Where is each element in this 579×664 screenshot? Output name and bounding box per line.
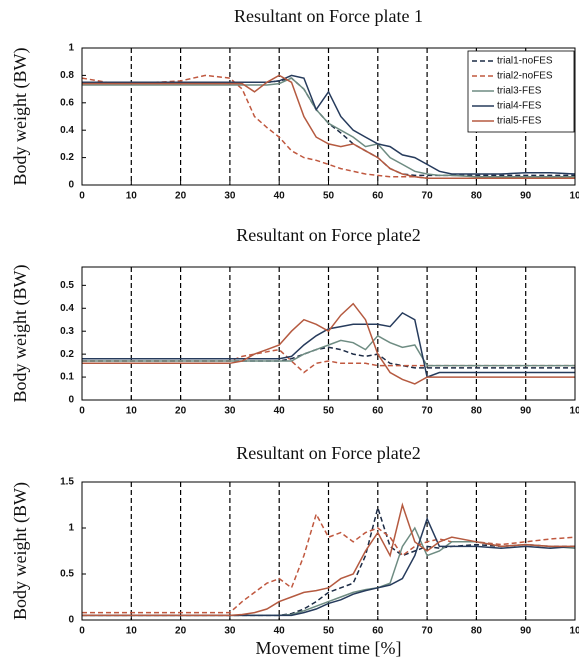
x-tick-label: 20: [175, 191, 187, 202]
x-tick-label: 90: [520, 406, 532, 417]
chart-title: Resultant on Force plate 1: [234, 6, 423, 26]
x-tick-label: 0: [79, 406, 85, 417]
plot-frame: [81, 47, 576, 186]
x-tick-label: 70: [422, 626, 434, 637]
x-tick-label: 70: [422, 406, 434, 417]
y-tick-label: 0.4: [60, 303, 74, 314]
x-tick-label: 80: [471, 626, 483, 637]
y-tick-label: 0.4: [60, 125, 74, 136]
y-tick-label: 0.6: [60, 97, 74, 108]
y-tick-label: 1.5: [60, 477, 74, 488]
x-tick-label: 10: [126, 626, 138, 637]
plot-frame: [81, 481, 576, 621]
y-tick-label: 0.3: [60, 326, 74, 337]
legend-label: trial2-noFES: [497, 71, 553, 82]
y-tick-label: 0: [68, 615, 74, 626]
legend-label: trial3-FES: [497, 86, 542, 97]
x-tick-label: 90: [520, 191, 532, 202]
y-axis-label: Body weight (BW): [10, 48, 31, 186]
x-tick-label: 40: [274, 406, 286, 417]
x-tick-label: 10: [569, 626, 579, 637]
y-tick-label: 1: [68, 43, 74, 54]
y-axis-label: Body weight (BW): [10, 482, 31, 620]
x-axis-label: Movement time [%]: [256, 638, 402, 658]
x-tick-label: 80: [471, 191, 483, 202]
legend-label: trial1-noFES: [497, 56, 553, 67]
y-tick-label: 0.5: [60, 280, 74, 291]
x-tick-label: 10: [126, 406, 138, 417]
series-line: [82, 502, 575, 617]
x-tick-label: 60: [372, 191, 384, 202]
x-tick-label: 50: [323, 626, 335, 637]
x-tick-label: 70: [422, 191, 434, 202]
legend-label: trial4-FES: [497, 101, 542, 112]
legend: trial1-noFES trial2-noFES trial3-FES trial4…: [467, 50, 575, 133]
chart-title: Resultant on Force plate2: [236, 443, 420, 463]
y-tick-label: 0.2: [60, 152, 74, 163]
series-line: [81, 74, 575, 179]
y-tick-label: 0.2: [60, 349, 74, 360]
y-tick-label: 0.5: [60, 569, 74, 580]
plot-frame: [81, 266, 576, 401]
x-tick-label: 20: [175, 406, 187, 417]
x-tick-label: 30: [224, 626, 236, 637]
chart-title: Resultant on Force plate2: [236, 225, 420, 245]
series-line: [82, 77, 575, 178]
x-tick-label: 10: [569, 191, 579, 202]
series-line: [82, 311, 575, 379]
y-tick-label: 0: [68, 180, 74, 191]
x-tick-label: 60: [372, 626, 384, 637]
y-tick-label: 1: [68, 523, 74, 534]
x-tick-label: 10: [569, 406, 579, 417]
series-line: [82, 302, 575, 385]
x-tick-label: 10: [126, 191, 138, 202]
x-tick-label: 90: [520, 626, 532, 637]
x-tick-label: 0: [79, 191, 85, 202]
x-tick-label: 50: [323, 406, 335, 417]
y-tick-label: 0: [68, 395, 74, 406]
x-tick-label: 30: [224, 406, 236, 417]
x-tick-label: 20: [175, 626, 187, 637]
y-tick-label: 0.8: [60, 70, 74, 81]
x-tick-label: 50: [323, 191, 335, 202]
y-axis-label: Body weight (BW): [10, 265, 31, 403]
y-tick-label: 0.1: [60, 372, 74, 383]
legend-label: trial5-FES: [497, 116, 542, 127]
series-line: [82, 334, 575, 367]
series-line: [82, 74, 575, 179]
x-tick-label: 0: [79, 626, 85, 637]
x-tick-label: 30: [224, 191, 236, 202]
x-tick-label: 60: [372, 406, 384, 417]
series-line: [82, 346, 575, 369]
x-tick-label: 40: [274, 626, 286, 637]
series-line: [82, 505, 575, 617]
x-tick-label: 80: [471, 406, 483, 417]
x-tick-label: 40: [274, 191, 286, 202]
series-line: [82, 74, 576, 175]
